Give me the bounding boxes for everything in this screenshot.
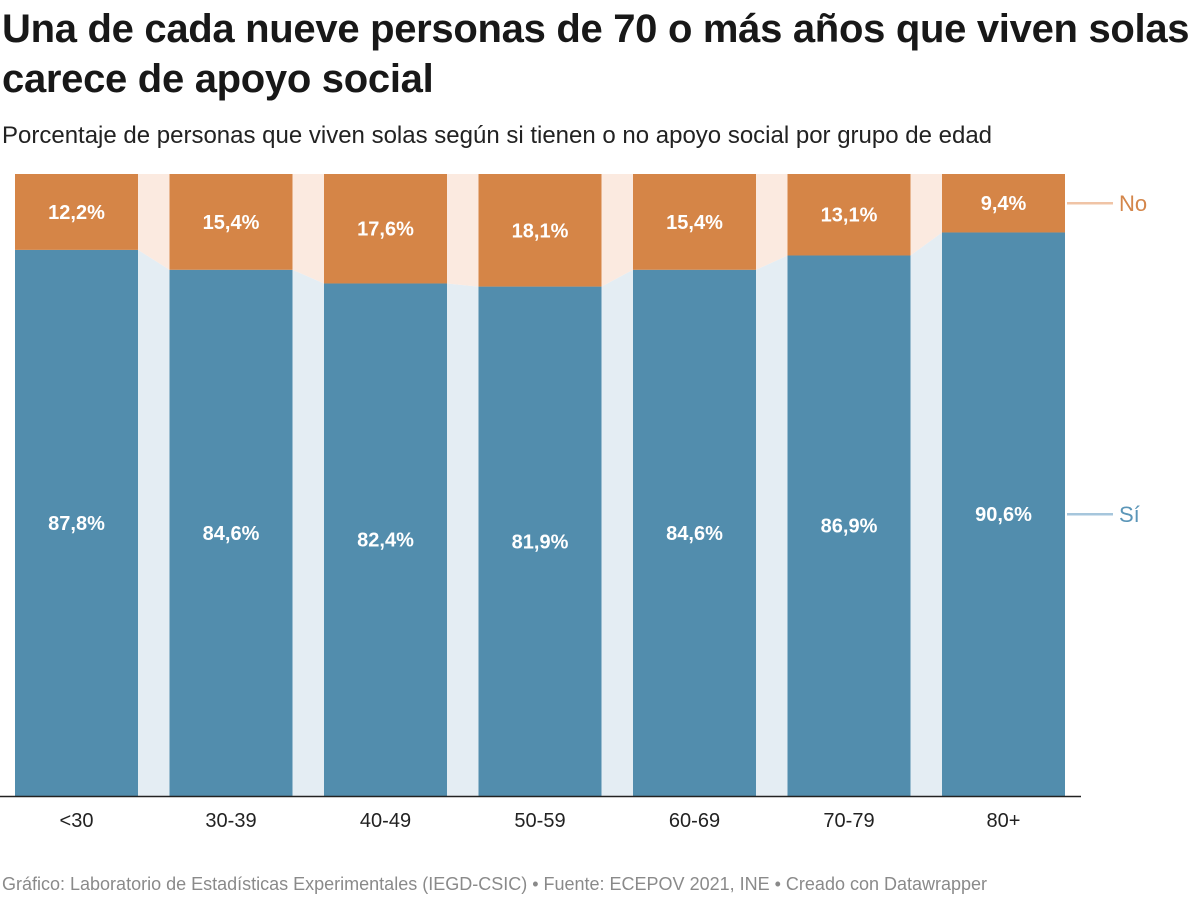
connector-no (910, 174, 942, 256)
bar-si (787, 255, 911, 796)
data-label-si: 86,9% (821, 516, 878, 538)
data-label-si: 84,6% (203, 523, 260, 545)
connector-no (756, 174, 788, 270)
bar-no (169, 174, 293, 270)
bar-no (942, 174, 1065, 233)
data-label-no: 18,1% (512, 220, 569, 242)
data-label-no: 13,1% (821, 205, 878, 227)
connector-no (601, 174, 633, 287)
bar-no (787, 174, 911, 256)
connector-no (138, 174, 170, 270)
bar-no (478, 174, 602, 287)
data-label-si: 82,4% (357, 530, 414, 552)
bar-no (633, 174, 756, 270)
bar-si (478, 286, 602, 796)
legend-label-si: Sí (1119, 502, 1140, 527)
data-label-si: 90,6% (975, 504, 1032, 526)
chart-subtitle: Porcentaje de personas que viven solas s… (2, 122, 993, 149)
x-tick-label: 70-79 (823, 810, 874, 832)
x-tick-label: 40-49 (360, 810, 411, 832)
source-footer: Gráfico: Laboratorio de Estadísticas Exp… (2, 874, 988, 894)
connector-no (447, 174, 479, 287)
bar-si (324, 283, 447, 796)
data-label-no: 15,4% (203, 212, 260, 234)
x-tick-label: 50-59 (514, 810, 565, 832)
bar-no (15, 174, 138, 250)
connector-si (447, 283, 479, 796)
data-label-no: 12,2% (48, 202, 105, 224)
bar-si (942, 232, 1065, 796)
connector-si (292, 269, 324, 797)
bar-si (633, 269, 756, 797)
stacked-bar-chart: 12,2% 87,8% <30 15,4% 84,6% 30-39 17,6% 82,4% 40… (0, 174, 1147, 832)
x-tick-label: 30-39 (205, 810, 256, 832)
data-label-no: 9,4% (981, 193, 1027, 215)
legend-label-no: No (1119, 191, 1147, 216)
connector-si (756, 255, 788, 796)
data-label-si: 81,9% (512, 531, 569, 553)
bar-no (324, 174, 447, 284)
data-label-si: 84,6% (666, 523, 723, 545)
data-label-si: 87,8% (48, 513, 105, 535)
x-tick-label: 60-69 (669, 810, 720, 832)
data-label-no: 17,6% (357, 219, 414, 241)
bar-si (169, 269, 293, 797)
connector-si (138, 249, 170, 796)
x-tick-label: 80+ (987, 810, 1021, 832)
connector-no (292, 174, 324, 284)
x-tick-label: <30 (60, 810, 94, 832)
data-label-no: 15,4% (666, 212, 723, 234)
connector-si (601, 269, 633, 797)
bar-si (15, 249, 138, 796)
chart-title: Una de cada nueve personas de 70 o más a… (2, 7, 1190, 101)
connector-si (910, 232, 942, 796)
